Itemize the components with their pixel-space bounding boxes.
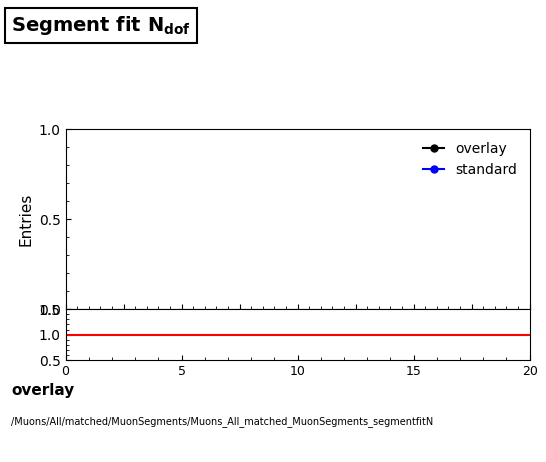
Text: /Muons/All/matched/MuonSegments/Muons_All_matched_MuonSegments_segmentfitN: /Muons/All/matched/MuonSegments/Muons_Al… — [11, 416, 433, 427]
Text: overlay: overlay — [11, 383, 74, 398]
Text: Segment fit N$_{\mathregular{dof}}$: Segment fit N$_{\mathregular{dof}}$ — [11, 14, 191, 37]
Y-axis label: Entries: Entries — [18, 193, 33, 246]
Legend: overlay, standard: overlay, standard — [418, 136, 523, 182]
